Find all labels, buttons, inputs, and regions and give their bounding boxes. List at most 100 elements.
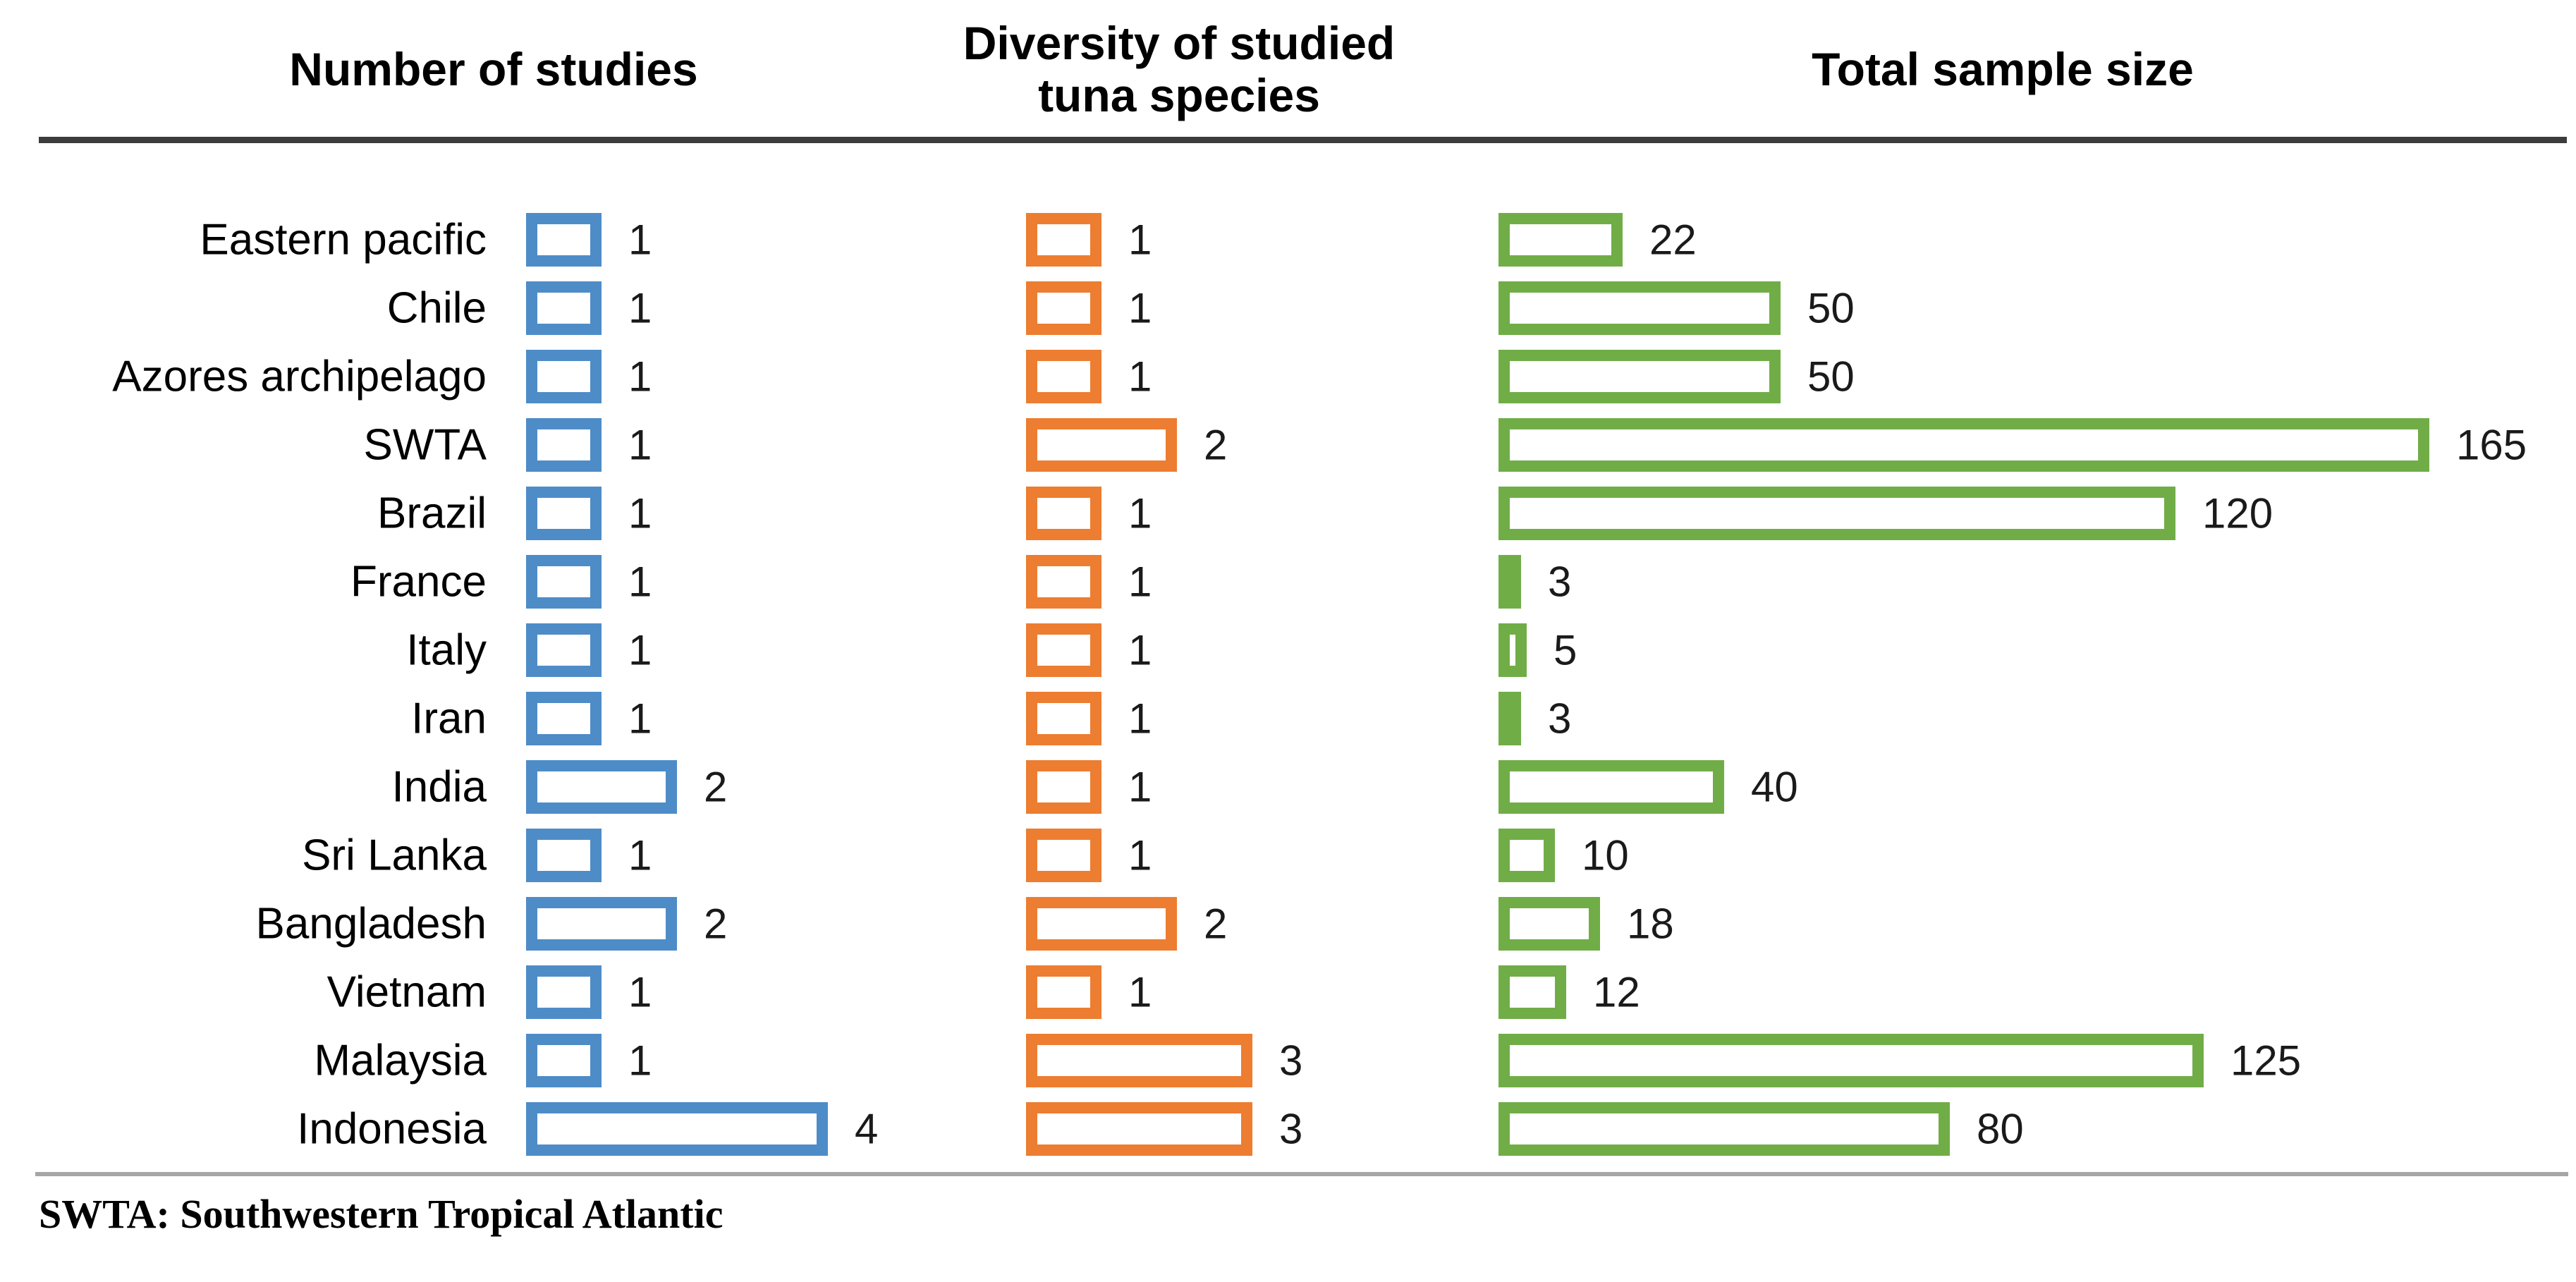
chart-row: Malaysia 1 3 125 [0,1027,2576,1095]
number-of-studies-bar [526,965,602,1019]
diversity-of-studied-tuna-species-bar [1026,760,1101,814]
total-sample-size-bar [1498,965,1566,1019]
number-of-studies-value-label: 2 [704,763,728,811]
row-label: Chile [386,283,487,333]
total-sample-size-value-label: 80 [1977,1105,2024,1153]
total-sample-size-bar [1498,1102,1950,1156]
number-of-studies-value-label: 1 [628,216,652,264]
diversity-of-studied-tuna-species-bar [1026,555,1101,609]
diversity-of-studied-tuna-species-bar [1026,829,1101,882]
diversity-of-studied-tuna-species-bar [1026,281,1101,335]
diversity-of-studied-tuna-species-bar [1026,350,1101,403]
diversity-of-studied-tuna-species-value-label: 1 [1128,626,1152,674]
row-label: Indonesia [297,1104,487,1154]
row-label: Vietnam [326,967,487,1017]
row-label: Iran [411,694,487,743]
number-of-studies-bar [526,623,602,677]
total-sample-size-value-label: 40 [1751,763,1798,811]
total-sample-size-value-label: 12 [1593,968,1640,1016]
diversity-of-studied-tuna-species-bar [1026,1034,1252,1087]
diversity-of-studied-tuna-species-bar [1026,487,1101,540]
total-sample-size-value-label: 5 [1553,626,1577,674]
diversity-of-studied-tuna-species-value-label: 1 [1128,558,1152,606]
column-header-number-of-studies-text: Number of studies [289,43,698,95]
diversity-of-studied-tuna-species-value-label: 1 [1128,695,1152,743]
diversity-of-studied-tuna-species-value-label: 1 [1128,216,1152,264]
number-of-studies-bar [526,1034,602,1087]
chart-row: Chile 1 1 50 [0,274,2576,343]
number-of-studies-value-label: 1 [628,284,652,332]
column-header-number-of-studies: Number of studies [212,0,776,138]
number-of-studies-value-label: 1 [628,968,652,1016]
total-sample-size-bar [1498,418,2429,472]
row-label: India [391,762,487,812]
total-sample-size-value-label: 10 [1582,831,1629,879]
number-of-studies-value-label: 1 [628,831,652,879]
total-sample-size-bar [1498,350,1781,403]
column-header-total-sample-size: Total sample size [1721,0,2285,138]
chart-row: Azores archipelago 1 1 50 [0,343,2576,411]
column-header-diversity-line1: Diversity of studied [963,17,1396,69]
total-sample-size-bar [1498,897,1600,951]
number-of-studies-bar [526,829,602,882]
number-of-studies-bar [526,281,602,335]
total-sample-size-value-label: 120 [2202,489,2273,537]
diversity-of-studied-tuna-species-bar [1026,692,1101,745]
number-of-studies-bar [526,555,602,609]
total-sample-size-bar [1498,487,2175,540]
column-header-diversity-line2: tuna species [1038,69,1320,121]
row-label: Sri Lanka [302,831,487,880]
footer-divider-line [35,1172,2568,1176]
total-sample-size-bar [1498,623,1527,677]
row-label: SWTA [363,420,487,470]
total-sample-size-value-label: 18 [1627,900,1674,948]
chart-row: Iran 1 1 3 [0,685,2576,753]
chart-row: SWTA 1 2 165 [0,411,2576,480]
number-of-studies-value-label: 1 [628,421,652,469]
number-of-studies-value-label: 1 [628,1037,652,1085]
number-of-studies-bar [526,350,602,403]
footnote: SWTA: Southwestern Tropical Atlantic [39,1191,724,1237]
chart-row: Sri Lanka 1 1 10 [0,822,2576,890]
diversity-of-studied-tuna-species-value-label: 1 [1128,763,1152,811]
total-sample-size-value-label: 50 [1807,284,1855,332]
diversity-of-studied-tuna-species-value-label: 1 [1128,831,1152,879]
total-sample-size-value-label: 125 [2230,1037,2302,1085]
number-of-studies-value-label: 1 [628,353,652,401]
diversity-of-studied-tuna-species-value-label: 2 [1204,900,1228,948]
number-of-studies-value-label: 1 [628,558,652,606]
total-sample-size-bar [1498,281,1781,335]
number-of-studies-bar [526,418,602,472]
chart-row: France 1 1 3 [0,548,2576,616]
diversity-of-studied-tuna-species-bar [1026,418,1177,472]
number-of-studies-bar [526,760,677,814]
number-of-studies-bar [526,213,602,267]
header-divider-line [39,137,2567,143]
chart-row: Brazil 1 1 120 [0,480,2576,548]
number-of-studies-value-label: 4 [855,1105,879,1153]
row-label: Brazil [377,489,487,538]
chart-row: Italy 1 1 5 [0,616,2576,685]
total-sample-size-bar [1498,1034,2204,1087]
chart-row: Bangladesh 2 2 18 [0,890,2576,958]
row-label: Azores archipelago [112,352,487,401]
total-sample-size-value-label: 3 [1548,558,1572,606]
chart-row: India 2 1 40 [0,753,2576,822]
row-label: Italy [406,625,487,675]
total-sample-size-value-label: 22 [1649,216,1697,264]
row-label: Eastern pacific [200,215,487,264]
diversity-of-studied-tuna-species-value-label: 3 [1279,1037,1303,1085]
diversity-of-studied-tuna-species-value-label: 2 [1204,421,1228,469]
column-header-diversity: Diversity of studied tuna species [925,0,1433,138]
diversity-of-studied-tuna-species-value-label: 1 [1128,353,1152,401]
diversity-of-studied-tuna-species-bar [1026,623,1101,677]
chart-row: Indonesia 4 3 80 [0,1095,2576,1164]
number-of-studies-value-label: 2 [704,900,728,948]
chart-row: Eastern pacific 1 1 22 [0,206,2576,274]
diversity-of-studied-tuna-species-value-label: 1 [1128,968,1152,1016]
row-label: Bangladesh [255,899,487,948]
diversity-of-studied-tuna-species-bar [1026,965,1101,1019]
total-sample-size-bar [1498,213,1623,267]
